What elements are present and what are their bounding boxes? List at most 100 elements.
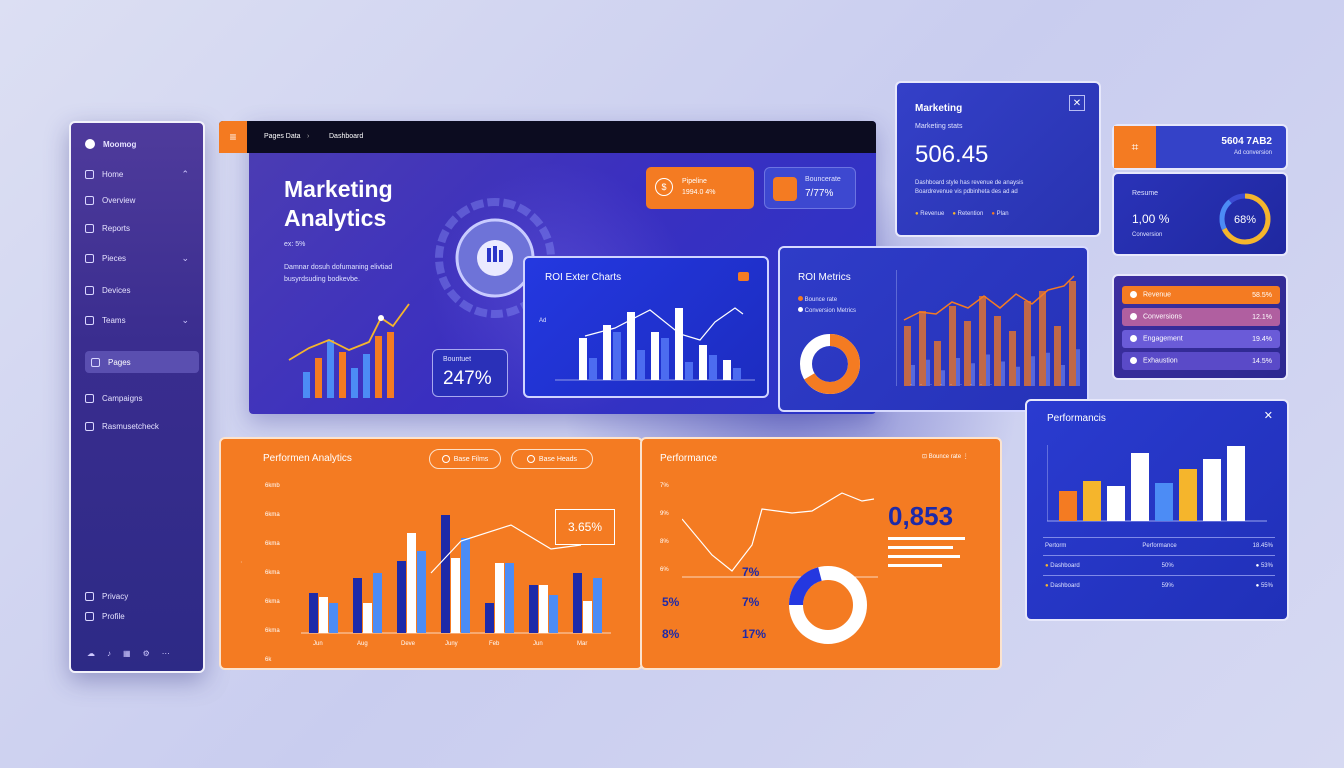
sidebar-item-overview[interactable]: Overview <box>85 193 135 207</box>
legend-item-plan: ● Plan <box>991 211 1009 217</box>
hero-bar <box>303 372 310 398</box>
hero-bar <box>327 340 334 398</box>
roi-x-ticks: ········· <box>910 382 1000 388</box>
grid-icon[interactable]: ▦ <box>123 649 131 658</box>
bell-icon[interactable]: ♪ <box>107 649 111 658</box>
sidebar-item-rasmusetcheck[interactable]: Rasmusetcheck <box>85 419 159 433</box>
roi-exter-bar <box>699 345 707 380</box>
performen-chart <box>301 515 611 634</box>
marketing-value: 506.45 <box>915 141 989 168</box>
menu-button[interactable]: ≡ <box>219 121 247 153</box>
sidebar-brand[interactable]: Moomog <box>85 137 136 151</box>
performen-bar <box>407 533 416 633</box>
home-icon <box>85 169 94 179</box>
list-item[interactable]: Engagement 19.4% <box>1122 330 1280 348</box>
sidebar-item-devices[interactable]: Devices <box>85 283 130 297</box>
ring-fill <box>1219 193 1271 245</box>
pct-label: 7% <box>742 595 760 609</box>
roi-metrics-bar <box>919 311 926 386</box>
performancis-title: Performancis <box>1047 413 1106 424</box>
table-divider <box>1043 555 1275 556</box>
sidebar-item-home[interactable]: Home <box>85 167 123 181</box>
sidebar-item-active[interactable]: Pages <box>85 351 199 373</box>
sidebar-item-privacy[interactable]: Privacy <box>85 589 128 603</box>
mini-top-card[interactable]: ⌗ 5604 7AB2 Ad conversion <box>1112 124 1288 170</box>
filter-button-2[interactable]: Base Heads <box>511 449 593 469</box>
table-header: Pertorm Performance 18.45% <box>1045 543 1273 549</box>
list-item[interactable]: Revenue 58.5% <box>1122 286 1280 304</box>
roi-metrics-bar <box>926 359 930 386</box>
y-tick: 9% <box>660 511 669 517</box>
pie-icon <box>85 253 94 263</box>
close-icon[interactable]: ✕ <box>1263 410 1273 422</box>
ring-card: Resume 1,00 % Conversion 68% <box>1112 172 1288 256</box>
list-item[interactable]: Conversions 12.1% <box>1122 308 1280 326</box>
y-tick: 6kma <box>265 570 280 576</box>
cloud-icon[interactable]: ☁ <box>87 649 95 658</box>
roi-exter-bar <box>637 350 645 380</box>
filter-icon <box>526 455 535 463</box>
bounce-pill[interactable]: Bouncerate 7/77% <box>764 167 856 209</box>
roi-metrics-bar <box>1069 281 1076 386</box>
roi-metrics-bar <box>941 370 945 386</box>
list-item[interactable]: Exhaustion 14.5% <box>1122 352 1280 370</box>
pct-label: 8% <box>662 627 680 641</box>
roi-exter-bar <box>589 358 597 380</box>
performancis-card: Performancis ✕ Pertorm Performance 18.45% … <box>1025 399 1289 621</box>
pct-label: 17% <box>742 627 767 641</box>
roi-metrics-bar <box>956 358 960 386</box>
table-row[interactable]: ● Dashboard 50% ● 53% <box>1045 563 1273 569</box>
roi-legend-2: Conversion Metrics <box>798 307 856 314</box>
sidebar-item-teams[interactable]: Teams <box>85 313 126 327</box>
roi-metrics-bar <box>1016 366 1020 386</box>
marketing-card-title: Marketing <box>915 103 963 114</box>
roi-metrics-bar <box>1061 365 1065 386</box>
donut-segment <box>800 334 860 394</box>
breadcrumb-1[interactable]: Pages Data <box>264 133 301 140</box>
hero-bar <box>363 354 370 398</box>
chevron-icon[interactable]: ⌄ <box>181 315 189 325</box>
roi-metrics-bar <box>979 296 986 386</box>
breadcrumb-2[interactable]: Dashboard <box>329 133 364 140</box>
roi-exter-line <box>584 307 744 341</box>
performen-bar <box>319 597 328 633</box>
metrics-list-card: Revenue 58.5% Conversions 12.1% Engagement 19… <box>1112 274 1288 380</box>
performancis-bar <box>1131 453 1149 521</box>
coin-icon: $ <box>655 178 673 196</box>
close-icon[interactable]: ✕ <box>1069 95 1085 111</box>
performen-bar <box>485 603 494 633</box>
gauge-bar-2 <box>493 246 497 262</box>
performancis-bar <box>1107 486 1125 521</box>
roi-exter-bar <box>723 360 731 380</box>
hero-stat-box[interactable]: Bountuet 247% <box>432 349 508 397</box>
roi-metrics-bar <box>1046 352 1050 386</box>
x-tick: Aug <box>357 641 368 647</box>
chart-type-icon[interactable] <box>738 272 749 281</box>
gear-icon[interactable]: ⚙ <box>142 649 150 658</box>
sidebar-item-profile[interactable]: Profile <box>85 609 125 623</box>
sidebar-item-campaigns[interactable]: Campaigns <box>85 391 142 405</box>
roi-exter-chart <box>555 307 755 381</box>
roi-metrics-bar <box>1009 331 1016 386</box>
performen-analytics-panel: Performen Analytics Base Films Base Head… <box>219 437 643 670</box>
performen-bar <box>583 601 592 633</box>
hero-bar <box>351 368 358 398</box>
more-icon[interactable]: ⋮ <box>962 454 969 460</box>
filter-button-1[interactable]: Base Films <box>429 449 501 469</box>
page-title: Marketing Analytics <box>284 176 393 231</box>
sidebar-item-reports[interactable]: Reports <box>85 221 130 235</box>
chevron-icon[interactable]: ⌃ <box>181 169 189 179</box>
performen-bar <box>417 551 426 633</box>
more-icon[interactable]: ⋯ <box>161 649 170 658</box>
performen-bar <box>441 515 450 633</box>
pipeline-pill[interactable]: $ Pipeline 1994.0 4% <box>646 167 754 209</box>
table-row[interactable]: ● Dashboard 59% ● 55% <box>1045 583 1273 589</box>
chevron-icon[interactable]: ⌄ <box>181 253 189 263</box>
roi-metrics-chart <box>896 270 1080 386</box>
y-tick: 6% <box>660 567 669 573</box>
ring-label: 68% <box>1234 214 1256 226</box>
roi-exter-bar <box>733 368 741 380</box>
sidebar-item-pieces[interactable]: Pieces <box>85 251 126 265</box>
hero-mini-chart <box>288 303 410 398</box>
y-tick: 6kmb <box>265 483 280 489</box>
